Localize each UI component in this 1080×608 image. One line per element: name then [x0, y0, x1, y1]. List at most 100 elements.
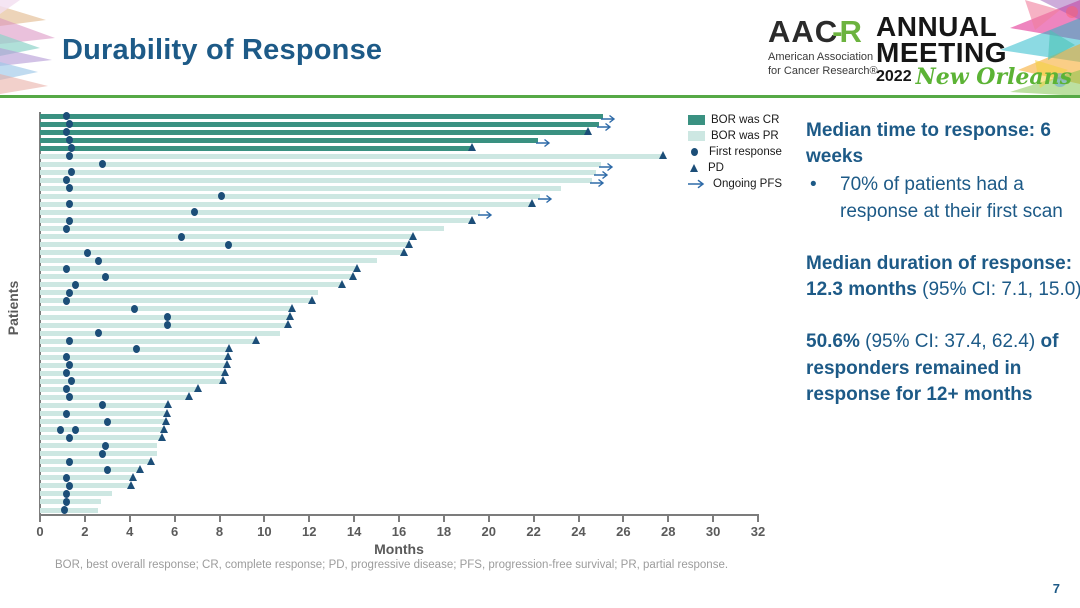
first-response-marker — [83, 248, 91, 257]
first-response-marker — [218, 192, 226, 201]
swimmer-bar — [40, 129, 588, 135]
swimmer-bar — [40, 411, 166, 416]
x-axis-tick-label: 0 — [36, 524, 44, 539]
swimmer-bar — [40, 338, 256, 344]
pd-marker — [467, 143, 476, 152]
first-response-marker — [63, 369, 71, 378]
pd-marker — [218, 376, 227, 385]
first-response-marker — [132, 345, 140, 354]
swimmer-bar — [40, 435, 162, 441]
first-response-marker — [72, 280, 80, 289]
first-response-marker — [177, 232, 185, 241]
first-response-marker — [63, 409, 71, 418]
first-response-marker — [56, 425, 64, 434]
legend-item-pr: BOR was PR — [688, 128, 782, 144]
x-axis-tick — [398, 516, 400, 522]
pd-marker — [283, 320, 292, 329]
swimmer-bar — [40, 218, 471, 224]
pd-marker — [528, 199, 537, 208]
swimmer-bar — [40, 145, 471, 151]
x-axis-tick — [532, 516, 535, 522]
pd-marker — [220, 368, 229, 377]
x-axis-tick-label: 20 — [481, 524, 496, 539]
page-title: Durability of Response — [62, 34, 383, 66]
x-axis-tick — [128, 516, 131, 522]
first-response-marker — [63, 489, 71, 498]
swimmer-bar — [40, 386, 198, 392]
first-response-marker — [99, 160, 107, 169]
first-response-marker — [164, 321, 172, 330]
x-axis-tick — [667, 516, 670, 522]
pd-marker — [409, 231, 418, 240]
first-response-marker — [65, 152, 73, 161]
first-response-marker — [63, 385, 71, 394]
swimmer-bar — [40, 499, 101, 505]
first-response-marker — [65, 433, 73, 442]
swimmer-bar — [40, 161, 601, 167]
first-response-marker — [63, 176, 71, 185]
first-response-marker — [99, 401, 107, 410]
swimmer-bar — [40, 209, 480, 215]
first-response-marker — [65, 481, 73, 490]
swimmer-bar — [40, 459, 150, 465]
pd-marker — [658, 151, 667, 160]
first-response-marker — [63, 353, 71, 362]
swimmer-bar — [40, 185, 561, 191]
first-response-marker — [65, 288, 73, 297]
ongoing-pfs-arrow-icon — [688, 179, 708, 189]
first-response-marker — [65, 200, 73, 209]
x-axis-tick-label: 28 — [661, 524, 676, 539]
pd-marker — [252, 336, 261, 345]
x-axis-tick — [218, 516, 221, 522]
swimmer-bar — [40, 322, 287, 328]
swimmer-bar — [40, 483, 130, 489]
first-response-marker — [61, 506, 69, 514]
first-response-marker — [101, 272, 109, 281]
first-response-marker — [63, 112, 71, 120]
annual-meeting-logotype: ANNUAL MEETING 2022 New Orleans — [876, 11, 1073, 90]
swimmer-bar — [40, 467, 139, 473]
pd-marker — [288, 303, 297, 312]
ongoing-pfs-marker — [598, 159, 617, 177]
first-response-marker — [224, 240, 232, 249]
first-response-marker — [99, 449, 107, 458]
first-response-marker — [103, 465, 111, 474]
first-response-marker — [65, 136, 73, 145]
pd-marker — [467, 215, 476, 224]
first-scan-bullet: • 70% of patients had a response at thei… — [810, 174, 1063, 222]
x-axis-tick-label: 22 — [526, 524, 541, 539]
pd-marker — [223, 360, 232, 369]
pd-marker — [161, 416, 170, 425]
swimmer-bar — [40, 282, 341, 288]
swimmer-bar — [40, 250, 404, 256]
swimmer-bar — [40, 298, 312, 304]
cr-swatch-icon — [688, 115, 705, 125]
pd-marker — [286, 312, 295, 321]
x-axis-tick-label: 10 — [257, 524, 272, 539]
first-response-marker — [63, 497, 71, 506]
x-axis-line — [39, 514, 759, 516]
swimmer-bar — [40, 266, 357, 272]
first-response-marker — [65, 216, 73, 225]
first-response-dot-icon — [691, 148, 698, 156]
pd-marker — [126, 480, 135, 489]
legend-item-ongoing-pfs: Ongoing PFS — [688, 176, 782, 192]
swimmer-bar — [40, 153, 662, 159]
first-response-marker — [191, 208, 199, 217]
first-response-marker — [65, 393, 73, 402]
aacr-logo: AAC-R American Association for Cancer Re… — [768, 13, 1072, 88]
first-response-marker — [94, 256, 102, 265]
x-axis-tick — [757, 516, 759, 522]
pr-swatch-icon — [688, 131, 705, 141]
header-divider — [0, 95, 1080, 98]
aacr-logotype: AAC-R — [768, 14, 863, 49]
x-axis-tick-label: 8 — [215, 524, 224, 539]
x-axis-tick — [39, 516, 41, 522]
swimmer-bar — [40, 242, 408, 248]
pd-marker — [163, 400, 172, 409]
median-time-to-response: Median time to response: 6 weeks — [806, 120, 1051, 168]
pd-marker — [353, 263, 362, 272]
swimmer-bar — [40, 201, 532, 207]
first-response-marker — [63, 296, 71, 305]
first-response-marker — [65, 361, 73, 370]
